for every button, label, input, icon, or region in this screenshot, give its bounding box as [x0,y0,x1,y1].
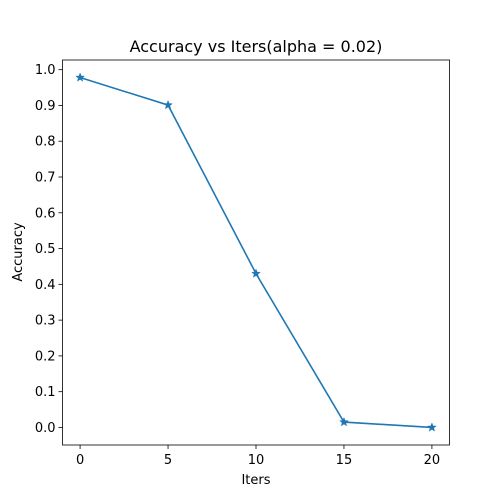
data-point-marker [426,422,437,432]
x-axis-label: Iters [241,473,270,488]
y-axis-label: Accuracy [11,222,26,282]
y-tick-label: 0.1 [35,385,56,400]
y-tick-label: 0.7 [35,171,56,186]
series-line [79,76,432,429]
y-tick-label: 0.5 [35,242,56,257]
series-layer [75,72,437,432]
y-tick-label: 1.0 [35,63,56,78]
data-point-marker [251,268,261,278]
y-tick-label: 0.3 [35,314,56,329]
data-point-marker [163,99,174,110]
data-point-marker [75,72,86,82]
y-tick-label: 0.4 [35,278,56,293]
y-tick-label: 0.6 [35,206,56,221]
plot-area [62,59,450,446]
y-tick-label: 0.9 [35,99,56,114]
x-tick-label: 5 [164,453,172,468]
x-tick-label: 0 [76,453,84,468]
x-tick-label: 10 [248,453,265,468]
x-tick-label: 20 [424,453,441,468]
y-tick-label: 0.8 [35,135,56,150]
y-tick-label: 0.2 [35,349,56,364]
y-tick-label: 0.0 [35,421,56,436]
x-axis: 0 5 10 15 20 [76,445,440,468]
x-tick-label: 15 [336,453,353,468]
y-axis: 0.0 0.1 0.2 0.3 0.4 0.5 0.6 0.7 0.8 0.9 1.0 [35,63,63,436]
data-point-marker [338,416,349,427]
chart-title: Accuracy vs Iters(alpha = 0.02) [130,37,383,56]
